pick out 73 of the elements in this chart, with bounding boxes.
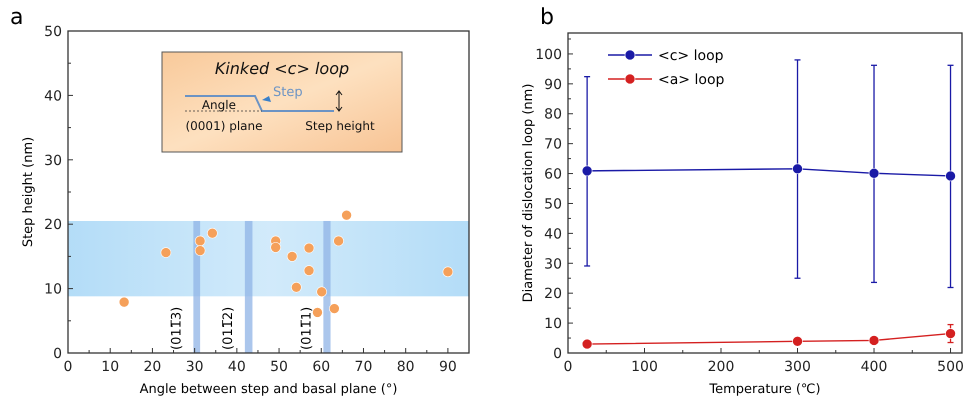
point [341, 210, 352, 220]
x-tick-label: 300 [784, 359, 811, 375]
y-tick-label: 0 [553, 346, 562, 362]
point [329, 303, 340, 314]
band-label: (011̅1) [299, 306, 314, 350]
point [270, 242, 281, 253]
annotation: Angle [202, 98, 236, 112]
x-tick-label: 0 [564, 359, 572, 375]
y-tick-label: 50 [544, 196, 562, 212]
point [304, 265, 314, 276]
annotation: (0001) plane [185, 119, 263, 133]
y-tick-label: 20 [544, 286, 562, 302]
point [304, 242, 314, 254]
y-tick-label: 50 [44, 24, 62, 40]
legend-label: <a> loop [658, 72, 725, 88]
point [118, 296, 130, 308]
point [207, 228, 218, 239]
y-tick-label: 30 [44, 152, 62, 169]
band-label: (011̅3) [169, 306, 184, 350]
y-tick-label: 60 [544, 166, 562, 183]
y-tick-label: 40 [44, 88, 62, 104]
x-tick-label: 500 [937, 359, 964, 375]
x-tick-label: 30 [186, 359, 204, 375]
point [291, 282, 302, 293]
annotation: Kinked <c> loop [214, 59, 350, 78]
point [945, 328, 956, 339]
x-tick-label: 200 [708, 359, 734, 375]
x-tick-label: 40 [228, 359, 246, 375]
annotation: Step [273, 85, 303, 100]
y-tick-label: 40 [544, 226, 562, 242]
x-axis-title: Temperature (℃) [708, 382, 821, 397]
x-tick-label: 80 [396, 359, 415, 375]
y-tick-label: 20 [44, 217, 62, 234]
y-tick-label: 10 [44, 282, 62, 298]
point [582, 166, 592, 176]
point [333, 236, 344, 246]
point [286, 251, 298, 262]
annotation: Step height [305, 119, 375, 133]
y-axis-title: Step height (nm) [21, 136, 36, 248]
y-tick-label: 90 [544, 76, 562, 93]
y-axis-title: Diameter of dislocation loop (nm) [521, 84, 536, 302]
x-tick-label: 100 [631, 359, 658, 375]
y-tick-label: 0 [53, 346, 62, 362]
point [945, 170, 956, 182]
x-tick-label: 90 [438, 359, 457, 375]
x-tick-label: 20 [144, 359, 162, 375]
point [792, 163, 803, 174]
point [316, 286, 327, 298]
x-tick-label: 10 [101, 359, 120, 375]
point [194, 245, 206, 256]
chart-title: b [540, 5, 554, 30]
y-tick-label: 100 [535, 46, 562, 63]
point [792, 336, 803, 347]
point [160, 247, 172, 258]
point [582, 338, 592, 350]
chart-title: a [10, 5, 24, 30]
point [868, 168, 880, 179]
x-tick-label: 70 [354, 359, 372, 375]
band-label: (011̅2) [220, 306, 236, 350]
y-tick-label: 30 [544, 256, 562, 272]
point [442, 266, 454, 278]
x-tick-label: 0 [64, 359, 72, 375]
point [312, 307, 323, 318]
x-tick-label: 60 [312, 359, 330, 375]
y-tick-label: 70 [544, 136, 562, 153]
y-tick-label: 80 [544, 106, 562, 123]
x-axis-title: Angle between step and basal plane (°) [140, 382, 398, 397]
x-tick-label: 400 [860, 359, 888, 375]
y-tick-label: 10 [544, 316, 562, 332]
x-tick-label: 50 [270, 359, 288, 375]
point [194, 236, 206, 246]
legend-label: <c> loop [658, 48, 724, 64]
point [868, 335, 880, 346]
